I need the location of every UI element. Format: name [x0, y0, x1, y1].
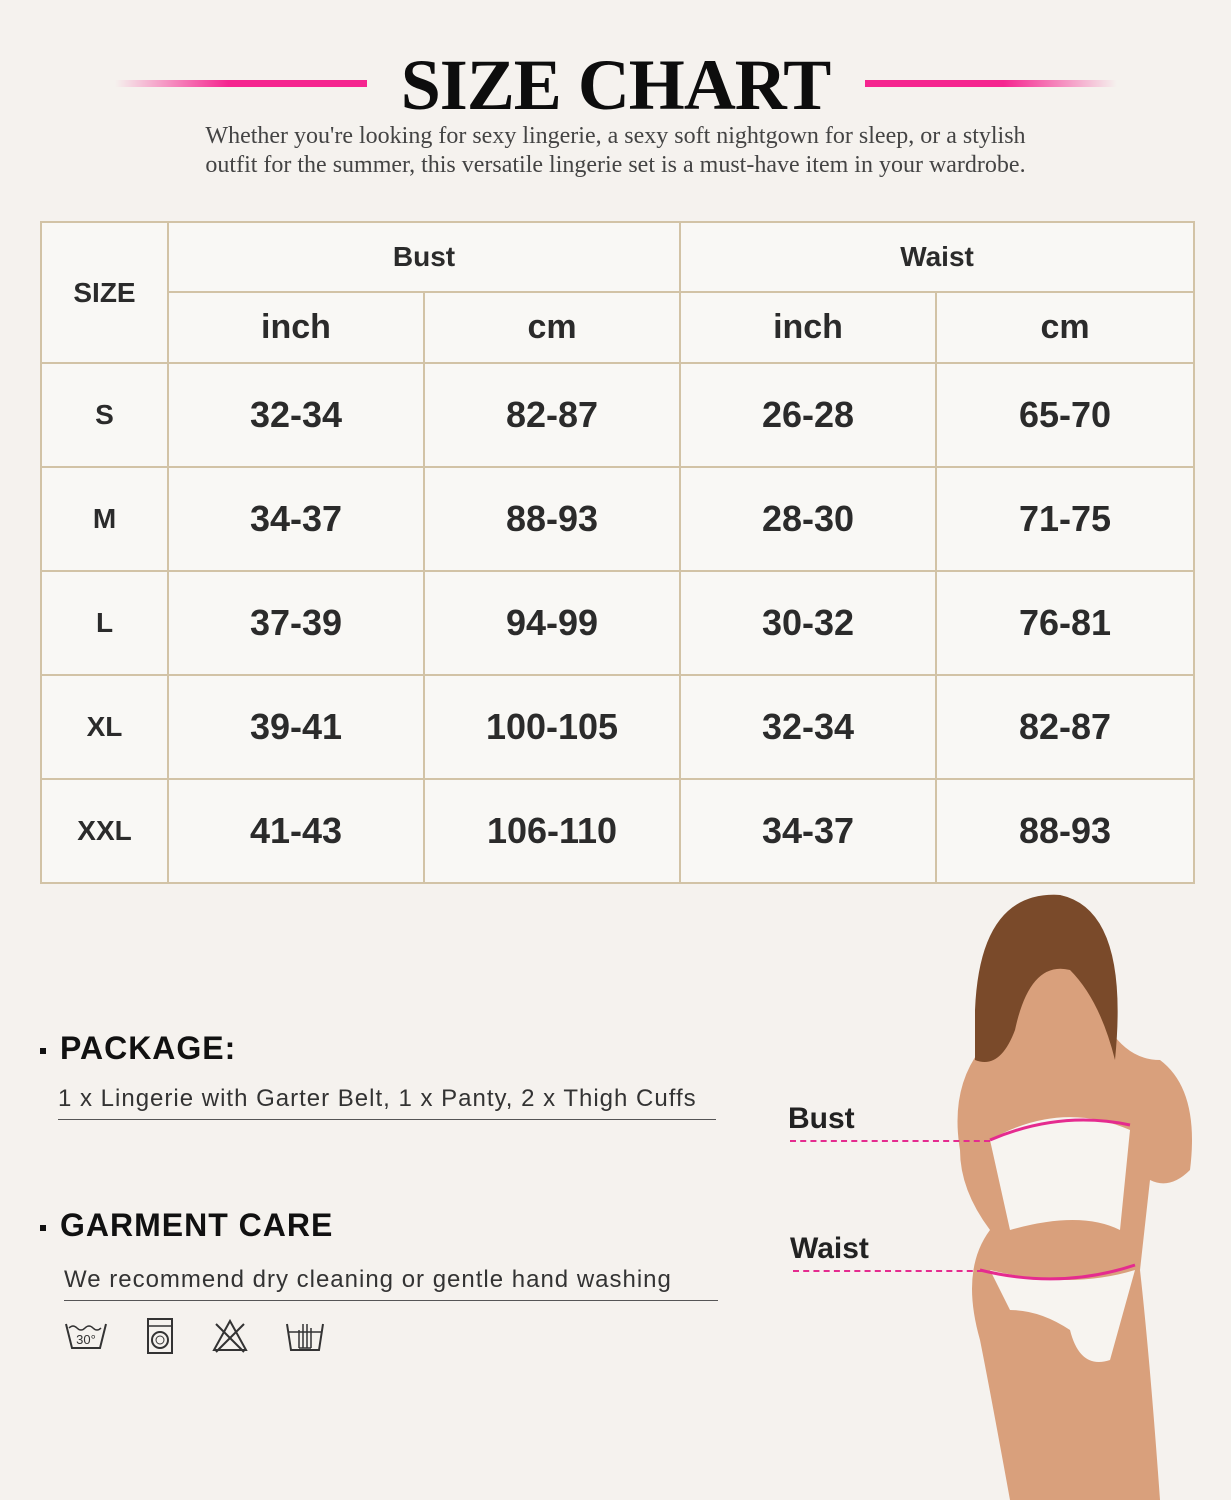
- value-cell: 34-37: [679, 778, 938, 884]
- care-heading: GARMENT CARE: [40, 1207, 333, 1244]
- care-heading-text: GARMENT CARE: [60, 1207, 334, 1243]
- value-cell: 94-99: [422, 570, 682, 676]
- value-cell: 26-28: [679, 362, 938, 468]
- size-cell: L: [40, 570, 169, 676]
- value-cell: 34-37: [167, 466, 425, 572]
- unit-header: inch: [679, 291, 938, 364]
- unit-header: inch: [167, 291, 425, 364]
- value-cell: 76-81: [935, 570, 1196, 676]
- waist-header: Waist: [679, 221, 1196, 293]
- size-cell: XXL: [40, 778, 169, 884]
- unit-header: cm: [935, 291, 1196, 364]
- size-table: SIZE Bust Waist inch cm inch cm S 32-34 …: [40, 221, 1196, 884]
- size-cell: M: [40, 466, 169, 572]
- waist-label: Waist: [790, 1232, 869, 1265]
- package-heading: PACKAGE:: [40, 1030, 236, 1067]
- bullet-icon: [40, 1224, 46, 1231]
- lingerie-top: [990, 1117, 1130, 1230]
- model-photo: [957, 894, 1192, 1500]
- subtitle: Whether you're looking for sexy lingerie…: [150, 122, 1081, 180]
- bust-measure-line: [790, 1140, 990, 1142]
- value-cell: 82-87: [422, 362, 682, 468]
- value-cell: 82-87: [935, 674, 1196, 780]
- title-rule-left: [115, 80, 367, 87]
- waist-measure-line: [793, 1270, 983, 1272]
- hand-wash-icon: [286, 1323, 324, 1351]
- unit-header: cm: [422, 291, 682, 364]
- bust-header: Bust: [166, 221, 682, 293]
- washing-machine-icon: [147, 1318, 173, 1354]
- value-cell: 30-32: [679, 570, 938, 676]
- wash-30-icon: 30°: [65, 1323, 107, 1349]
- value-cell: 65-70: [935, 362, 1196, 468]
- no-bleach-icon: [212, 1318, 248, 1353]
- package-text: 1 x Lingerie with Garter Belt, 1 x Panty…: [58, 1085, 716, 1120]
- size-header: SIZE: [40, 221, 169, 364]
- value-cell: 32-34: [167, 362, 425, 468]
- subtitle-line-2: outfit for the summer, this versatile li…: [205, 152, 1026, 178]
- table-row: M 34-37 88-93 28-30 71-75: [40, 466, 1196, 572]
- wash-temp: 30°: [76, 1332, 96, 1347]
- title-rule-right: [865, 80, 1117, 87]
- value-cell: 88-93: [935, 778, 1196, 884]
- size-cell: XL: [40, 674, 169, 780]
- table-row: L 37-39 94-99 30-32 76-81: [40, 570, 1196, 676]
- value-cell: 88-93: [422, 466, 682, 572]
- value-cell: 106-110: [422, 778, 682, 884]
- page-title: SIZE CHART: [400, 45, 832, 125]
- subtitle-line-1: Whether you're looking for sexy lingerie…: [205, 123, 1026, 149]
- lingerie-bottom: [990, 1270, 1135, 1362]
- value-cell: 71-75: [935, 466, 1196, 572]
- table-row: S 32-34 82-87 26-28 65-70: [40, 362, 1196, 468]
- value-cell: 37-39: [167, 570, 425, 676]
- bullet-icon: [40, 1047, 46, 1054]
- package-heading-text: PACKAGE:: [60, 1030, 237, 1066]
- table-row: XXL 41-43 106-110 34-37 88-93: [40, 778, 1196, 884]
- value-cell: 32-34: [679, 674, 938, 780]
- care-text: We recommend dry cleaning or gentle hand…: [64, 1266, 718, 1301]
- table-row: XL 39-41 100-105 32-34 82-87: [40, 674, 1196, 780]
- bust-label: Bust: [788, 1102, 855, 1135]
- value-cell: 39-41: [167, 674, 425, 780]
- value-cell: 100-105: [422, 674, 682, 780]
- value-cell: 41-43: [167, 778, 425, 884]
- value-cell: 28-30: [679, 466, 938, 572]
- size-cell: S: [40, 362, 169, 468]
